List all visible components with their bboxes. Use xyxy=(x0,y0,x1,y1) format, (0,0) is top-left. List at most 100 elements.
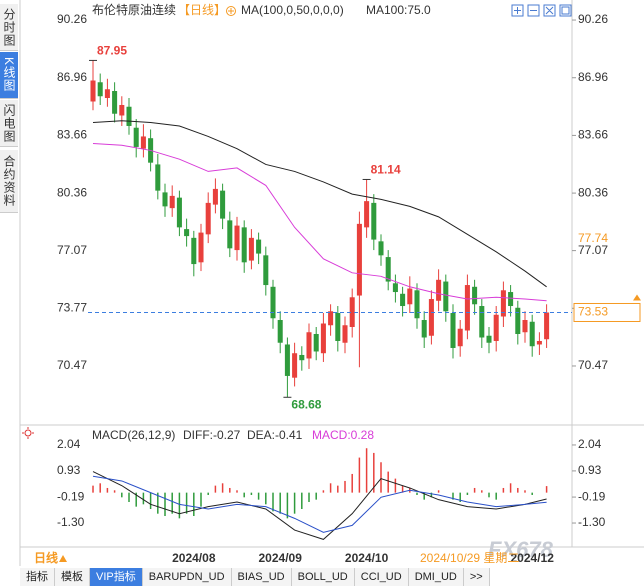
candle-body xyxy=(162,192,168,207)
last-price-box xyxy=(573,302,641,322)
y-tick-label: 70.47 xyxy=(578,358,608,372)
candle-body xyxy=(421,320,427,338)
candle-body xyxy=(256,239,262,254)
side-tab[interactable]: 分时图 xyxy=(0,4,18,51)
candle-body xyxy=(479,306,485,338)
candle-body xyxy=(522,320,528,333)
side-tab[interactable]: 闪电图 xyxy=(0,100,18,147)
line xyxy=(92,475,547,533)
candle-body xyxy=(529,321,535,347)
y-tick-label: 0.93 xyxy=(578,463,602,477)
y-tick-label: 70.47 xyxy=(57,358,87,372)
candle-body xyxy=(515,307,521,334)
price-arrow xyxy=(633,294,641,301)
y-tick-label: 2.04 xyxy=(57,437,81,451)
candle-body xyxy=(133,127,139,147)
candle-body xyxy=(263,255,269,286)
candle-body xyxy=(248,237,254,261)
candle-body xyxy=(472,286,478,305)
candle-body xyxy=(169,195,175,209)
candle-body xyxy=(220,190,226,219)
y-tick-label: 0.93 xyxy=(57,463,81,477)
y-tick-label: 77.07 xyxy=(578,243,608,257)
y-tick-label: -1.30 xyxy=(57,515,85,529)
candle-body xyxy=(140,136,146,149)
tab-bar: 指标 模板 VIP指标 BARUPDN_UD BIAS_UD BOLL_UD C… xyxy=(20,568,490,586)
tab[interactable]: >> xyxy=(463,568,490,586)
diff-label: DIFF:-0.27 xyxy=(183,428,241,442)
candle-body xyxy=(212,188,218,205)
y-tick-label: 83.66 xyxy=(578,128,608,142)
candle-body xyxy=(356,223,362,296)
line xyxy=(92,142,547,302)
y-tick-label: 77.07 xyxy=(57,243,87,257)
annotation: 68.68 xyxy=(291,397,321,411)
candle-body xyxy=(292,353,298,378)
candle-body xyxy=(407,288,413,305)
candle-body xyxy=(335,313,341,341)
chart-title: 布伦特原油连续 xyxy=(92,2,176,17)
chart: 布伦特原油连续 【日线】 MA(100,0,50,0,0,0) MA100:75… xyxy=(19,0,644,566)
tab[interactable]: BIAS_UD xyxy=(231,568,292,586)
candle-body xyxy=(227,220,233,249)
side-tab[interactable]: 合约资料 xyxy=(0,150,18,213)
tab[interactable]: CCI_UD xyxy=(354,568,409,586)
candle-body xyxy=(450,313,456,348)
candle-body xyxy=(119,104,125,116)
candle-body xyxy=(443,281,449,312)
candle-body xyxy=(385,257,391,282)
candle-body xyxy=(104,89,110,98)
candle-body xyxy=(342,325,348,343)
x-tick-label: 2024/10 xyxy=(345,551,389,565)
tab[interactable]: BOLL_UD xyxy=(291,568,355,586)
candle-body xyxy=(176,197,182,228)
tab[interactable]: DMI_UD xyxy=(408,568,464,586)
candle-body xyxy=(364,201,370,228)
candle-body xyxy=(464,285,470,331)
y-tick-label: 86.96 xyxy=(57,70,87,84)
candle-body xyxy=(500,290,506,317)
add-icon[interactable] xyxy=(226,6,236,16)
candle-body xyxy=(371,202,377,240)
y-tick-label: 90.26 xyxy=(57,12,87,26)
candle-body xyxy=(392,283,398,293)
side-tab[interactable]: K线图 xyxy=(0,52,18,99)
candle-body xyxy=(486,335,492,343)
tab[interactable]: VIP指标 xyxy=(90,568,143,586)
y-tick-label: 73.77 xyxy=(57,300,87,314)
candle-body xyxy=(270,286,276,319)
candle-body xyxy=(112,91,118,114)
line xyxy=(92,471,547,540)
marker-value: 77.74 xyxy=(578,231,608,245)
last-price: 73.53 xyxy=(578,305,608,319)
indicator-value: MA100:75.0 xyxy=(366,3,431,17)
candle-body xyxy=(184,229,190,237)
candle-body xyxy=(536,340,542,345)
annotation: 87.95 xyxy=(97,44,127,58)
candle-body xyxy=(414,290,420,319)
period: 【日线】 xyxy=(178,3,226,17)
period-button[interactable]: 日线 xyxy=(34,550,58,565)
candle-body xyxy=(241,227,247,263)
candle-body xyxy=(284,344,290,376)
toolbar-icons[interactable] xyxy=(511,4,572,17)
y-tick-label: 2.04 xyxy=(578,437,602,451)
candle-body xyxy=(126,106,132,126)
candle-body xyxy=(436,279,442,301)
watermark: FX678 xyxy=(488,537,554,562)
y-tick-label: 90.26 xyxy=(578,12,608,26)
macd-icon xyxy=(22,427,34,439)
tab[interactable]: 模板 xyxy=(55,568,90,586)
candle-body xyxy=(97,82,103,97)
tab[interactable]: 指标 xyxy=(20,568,55,586)
candle-body xyxy=(400,293,406,307)
x-tick-label: 2024/08 xyxy=(172,551,216,565)
y-tick-label: -0.19 xyxy=(578,489,606,503)
tab[interactable]: BARUPDN_UD xyxy=(142,568,232,586)
candle-body xyxy=(508,292,514,307)
period-arrow xyxy=(59,555,67,562)
candle-body xyxy=(544,312,550,340)
x-tick-label: 2024/09 xyxy=(259,551,303,565)
candle-body xyxy=(155,164,161,191)
